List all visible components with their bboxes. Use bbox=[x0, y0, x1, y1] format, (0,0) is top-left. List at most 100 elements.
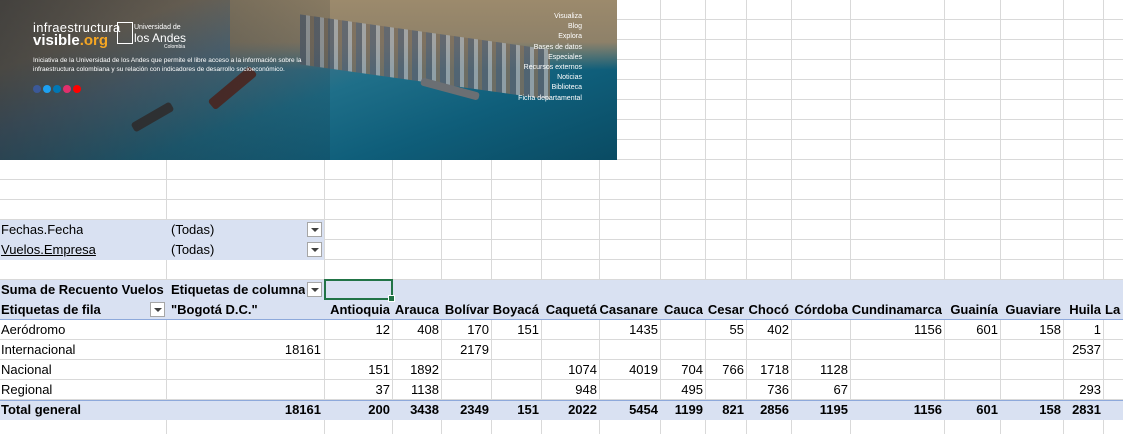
value-cell: 601 bbox=[976, 322, 998, 337]
value-cell: 170 bbox=[467, 322, 489, 337]
university-logo-icon bbox=[117, 22, 133, 44]
brand-visible: visible bbox=[33, 32, 80, 49]
value-cell: 67 bbox=[833, 382, 848, 397]
value-cell: 408 bbox=[417, 322, 439, 337]
column-header: Huila bbox=[1069, 302, 1101, 317]
value-cell bbox=[705, 340, 744, 359]
youtube-icon[interactable] bbox=[73, 85, 81, 93]
value-cell: 200 bbox=[368, 402, 390, 417]
value-cell: 1 bbox=[1093, 322, 1101, 337]
value-cell bbox=[171, 320, 321, 339]
value-cell: 151 bbox=[517, 402, 539, 417]
value-cell: 2537 bbox=[1072, 342, 1101, 357]
value-cell bbox=[491, 380, 539, 399]
value-cell: 18161 bbox=[284, 342, 321, 357]
menu-item-blog[interactable]: Blog bbox=[567, 23, 582, 31]
value-cell: 1138 bbox=[411, 382, 439, 397]
row-labels-dropdown[interactable] bbox=[150, 302, 165, 317]
value-cell bbox=[944, 380, 998, 399]
value-cell bbox=[1105, 400, 1123, 419]
value-cell: 2856 bbox=[760, 402, 789, 417]
pivot-total-fill bbox=[0, 400, 1123, 420]
value-cell: 18161 bbox=[284, 402, 321, 417]
menu-item-ficha-departamental[interactable]: Ficha departamental bbox=[518, 94, 582, 102]
filter-value-fecha: (Todas) bbox=[171, 222, 215, 237]
menu-item-visualiza[interactable]: Visualiza bbox=[554, 13, 582, 20]
value-cell bbox=[1000, 340, 1061, 359]
value-cell bbox=[791, 340, 848, 359]
social-icons bbox=[33, 85, 81, 93]
column-header: Chocó bbox=[748, 302, 789, 317]
value-cell bbox=[944, 360, 998, 379]
selected-cell[interactable] bbox=[324, 279, 395, 302]
value-cell bbox=[1000, 380, 1061, 399]
value-cell: 37 bbox=[375, 382, 390, 397]
value-cell: 2831 bbox=[1072, 402, 1101, 417]
value-cell: 4019 bbox=[629, 362, 658, 377]
column-header: Boyacá bbox=[492, 302, 539, 317]
value-cell: 402 bbox=[767, 322, 789, 337]
twitter-icon[interactable] bbox=[43, 85, 51, 93]
value-cell: 2179 bbox=[460, 342, 489, 357]
menu-item-recursos-externos[interactable]: Recursos externos bbox=[523, 64, 582, 72]
column-labels-dropdown[interactable] bbox=[307, 282, 322, 297]
value-cell bbox=[746, 340, 789, 359]
value-cell bbox=[171, 380, 321, 399]
column-header: Cesar bbox=[707, 302, 744, 317]
value-cell bbox=[660, 340, 703, 359]
menu-item-biblioteca[interactable]: Biblioteca bbox=[551, 84, 582, 92]
university-small: Universidad de bbox=[134, 24, 181, 31]
value-cell: 3438 bbox=[410, 402, 439, 417]
column-header: Cundinamarca bbox=[851, 302, 942, 317]
banner-intro-text: Iniciativa de la Universidad de los Ande… bbox=[33, 57, 302, 73]
value-cell: 1199 bbox=[674, 402, 703, 417]
menu-item-especiales[interactable]: Especiales bbox=[548, 53, 582, 61]
value-cell: 821 bbox=[722, 402, 744, 417]
value-cell: 1156 bbox=[913, 402, 942, 417]
value-cell: 151 bbox=[517, 322, 539, 337]
banner-image: infraestructura visible.org Universidad … bbox=[0, 0, 617, 160]
pivot-values-label: Suma de Recuento Vuelos bbox=[1, 282, 164, 297]
facebook-icon[interactable] bbox=[33, 85, 41, 93]
pivot-total-border bbox=[0, 400, 1123, 401]
column-header: Arauca bbox=[394, 302, 439, 317]
row-label: Internacional bbox=[1, 342, 76, 357]
value-cell bbox=[850, 380, 942, 399]
value-cell bbox=[1105, 380, 1123, 399]
instagram-icon[interactable] bbox=[63, 85, 71, 93]
menu-item-explora[interactable]: Explora bbox=[558, 33, 582, 41]
pivot-column-labels: Etiquetas de columna bbox=[171, 282, 306, 297]
value-cell bbox=[1000, 360, 1061, 379]
value-cell bbox=[171, 360, 321, 379]
value-cell: 158 bbox=[1039, 322, 1061, 337]
linkedin-icon[interactable] bbox=[53, 85, 61, 93]
value-cell bbox=[441, 380, 489, 399]
value-cell: 2349 bbox=[460, 402, 489, 417]
value-cell: 5454 bbox=[629, 402, 658, 417]
value-cell bbox=[705, 380, 744, 399]
value-cell bbox=[660, 320, 703, 339]
brand-name-line2: visible.org bbox=[33, 32, 108, 49]
value-cell: 1156 bbox=[914, 322, 942, 337]
menu-item-bases-de-datos[interactable]: Bases de datos bbox=[533, 43, 582, 51]
value-cell bbox=[541, 320, 597, 339]
filter-label-fecha: Fechas.Fecha bbox=[1, 222, 84, 237]
filter-dropdown-empresa[interactable] bbox=[307, 242, 322, 257]
value-cell: 704 bbox=[681, 362, 703, 377]
banner-menu: Visualiza Blog Explora Bases de datos Es… bbox=[518, 12, 582, 104]
value-cell: 601 bbox=[976, 402, 998, 417]
menu-item-noticias[interactable]: Noticias bbox=[557, 74, 582, 82]
value-cell: 1074 bbox=[568, 362, 597, 377]
university-big: los Andes bbox=[134, 31, 187, 45]
value-cell: 1718 bbox=[760, 362, 789, 377]
value-cell bbox=[1105, 320, 1123, 339]
value-cell: 1195 bbox=[819, 402, 848, 417]
banner-overlay bbox=[0, 0, 330, 160]
value-cell bbox=[599, 380, 658, 399]
brand-dot-org: .org bbox=[79, 32, 109, 49]
filter-dropdown-fecha[interactable] bbox=[307, 222, 322, 237]
column-header: Córdoba bbox=[794, 302, 848, 317]
filter-fill bbox=[0, 220, 324, 260]
value-cell bbox=[491, 340, 539, 359]
value-cell bbox=[944, 340, 998, 359]
